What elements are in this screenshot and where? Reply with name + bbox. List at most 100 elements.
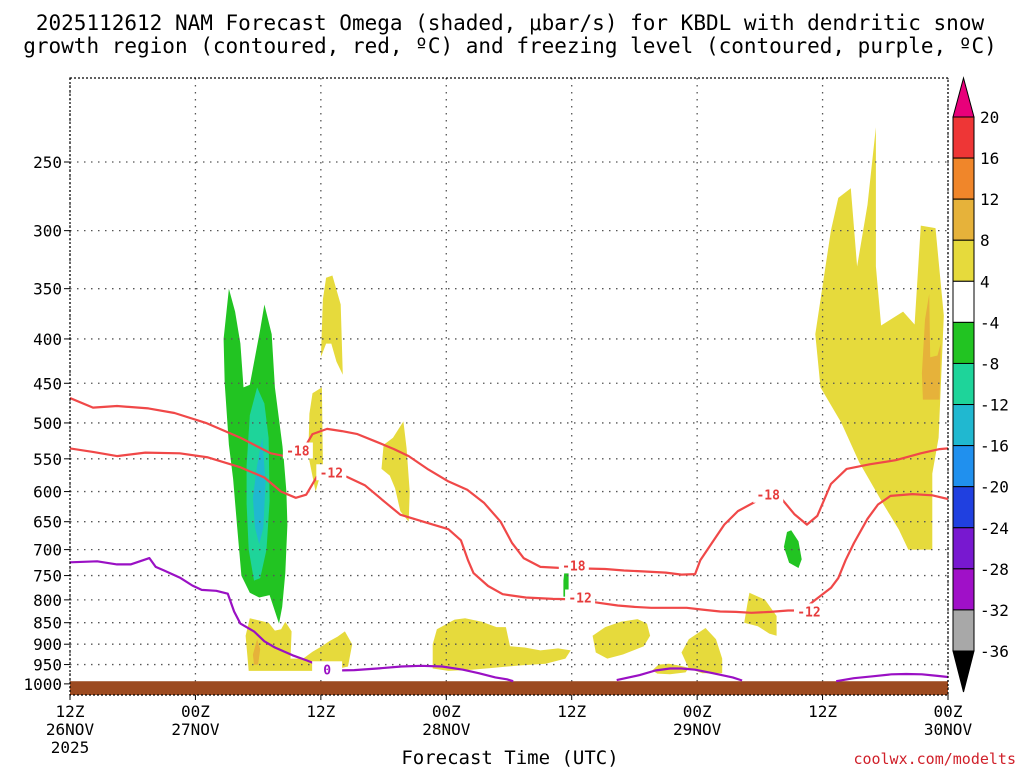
colorbar-label: -4 [980,313,999,332]
contour-label-bg [558,557,589,574]
contour-freezing-level-0-b [616,667,743,682]
colorbar-label: 16 [980,149,999,168]
x-tick-label: 12Z [306,702,335,721]
x-tick-date: 26NOV [46,720,95,739]
colorbar-label: -12 [980,396,1009,415]
colorbar-label: -36 [980,642,1009,661]
colorbar-swatch [952,609,975,652]
contour-dendritic-minus-12 [70,447,948,614]
y-tick-label: 1000 [23,675,62,694]
colorbar-label: 8 [980,231,990,250]
x-tick-date: 27NOV [171,720,220,739]
y-tick-label: 550 [33,450,62,469]
colorbar-swatch [952,362,975,406]
y-tick-label: 650 [33,513,62,532]
x-tick-label: 00Z [683,702,712,721]
y-tick-label: 350 [33,280,62,299]
colorbar-swatch [952,116,975,159]
x-tick-label: 12Z [56,702,85,721]
contour-label-dendritic-minus-18: -18 [562,559,586,574]
omega-region-ascent-low-12z-28nov [592,619,651,659]
title-line-2: growth region (contoured, red, ºC) and f… [23,34,997,58]
colorbar-label: 20 [980,108,999,127]
x-tick-date: 28NOV [422,720,471,739]
x-tick-year: 2025 [51,738,90,757]
contour-label-bg [316,464,347,481]
contour-label-bg [753,486,784,503]
x-tick-label: 12Z [557,702,586,721]
terrain-band [70,681,948,695]
contour-freezing-level-0 [70,556,514,683]
colorbar-label: 4 [980,272,990,291]
contour-label-bg [565,589,596,606]
chart-title: 2025112612 NAM Forecast Omega (shaded, μ… [23,11,997,58]
x-tick-date: 30NOV [924,720,973,739]
y-tick-label: 850 [33,614,62,633]
omega-region-ascent-upper-right-strong [921,294,941,400]
colorbar-label: -24 [980,519,1009,538]
colorbar-swatch [952,239,975,282]
y-axis-ticks: 250 300 350 400 450 500 550 600 650 700 750 800 850 9… [23,153,70,694]
colorbar: 20 16 12 8 4 -4 -8 -12 -16 -20 -24 -28 -32 -36 [952,76,1009,693]
omega-region-ascent-low-06z-27nov [245,618,353,671]
colorbar-swatch [952,486,975,529]
colorbar-swatch [952,445,975,488]
contour-freezing-level-0-c [836,672,948,683]
contour-label-dendritic-minus-12: -12 [320,466,343,481]
contour-label-bg [312,661,343,678]
colorbar-label: 12 [980,190,999,209]
terrain-layer [70,681,948,695]
contour-label-dendritic-minus-12: -12 [568,592,591,607]
y-tick-label: 600 [33,483,62,502]
colorbar-label: -16 [980,437,1009,456]
omega-region-ascent-upper-right [815,127,944,550]
omega-region-descent-small-10z-29nov [783,530,802,568]
colorbar-top-arrow [952,76,975,118]
omega-region-ascent-low-00z-29nov [681,628,723,674]
colorbar-swatch [952,321,975,364]
omega-region-ascent-low-06z-27nov-strong [252,639,261,665]
y-tick-label: 500 [33,414,62,433]
x-tick-label: 12Z [808,702,837,721]
colorbar-swatch [952,157,975,200]
colorbar-label: -20 [980,478,1009,497]
y-tick-label: 750 [33,567,62,586]
colorbar-swatch [952,568,975,611]
contour-lines: -18 -18 -18 -12 -12 -12 0 [70,396,948,683]
omega-region-ascent-near-12z-27nov-upper [320,275,343,375]
y-tick-label: 950 [33,656,62,675]
colorbar-swatch [952,527,975,570]
y-tick-label: 450 [33,374,62,393]
omega-region-ascent-low-06z-29nov [744,592,777,636]
colorbar-label: -8 [980,354,999,373]
y-tick-label: 400 [33,330,62,349]
x-tick-label: 00Z [432,702,461,721]
x-tick-date: 29NOV [673,720,722,739]
omega-region-ascent-low-00z-28nov [432,618,571,671]
plot-background [70,78,948,695]
contour-label-bg [793,603,824,620]
plot-frame [69,77,949,696]
contour-label-dendritic-minus-18: -18 [286,445,310,460]
colorbar-bottom-arrow [952,650,975,693]
colorbar-swatch [952,404,975,447]
contour-label-freezing-level-0: 0 [323,663,331,678]
contour-label-dendritic-minus-12: -12 [797,605,820,620]
x-tick-label: 00Z [934,702,963,721]
credit-text: coolwx.com/modelts [853,750,1016,768]
colorbar-label: -28 [980,560,1009,579]
y-tick-label: 250 [33,153,62,172]
x-tick-label: 00Z [181,702,210,721]
omega-shading [223,127,944,675]
y-tick-label: 800 [33,591,62,610]
title-line-1: 2025112612 NAM Forecast Omega (shaded, μ… [36,11,985,35]
colorbar-label: -32 [980,601,1009,620]
y-tick-label: 300 [33,222,62,241]
contour-label-dendritic-minus-18: -18 [756,489,780,504]
y-tick-label: 900 [33,635,62,654]
x-axis-label: Forecast Time (UTC) [401,747,618,768]
y-tick-label: 700 [33,541,62,560]
contour-label-bg [282,442,313,459]
